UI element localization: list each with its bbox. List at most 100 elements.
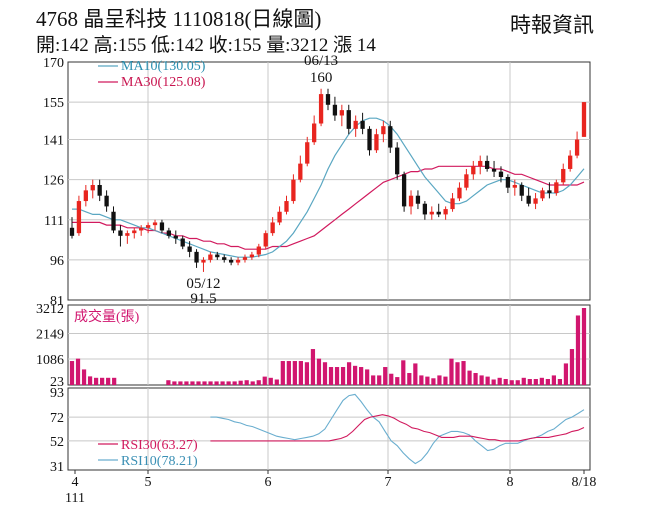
- volume-bar: [521, 377, 526, 385]
- volume-bar: [581, 308, 587, 385]
- x-year-label: 111: [65, 491, 85, 506]
- candle-body: [90, 185, 95, 191]
- volume-bar: [395, 377, 400, 385]
- rsi-tick-label: 52: [50, 435, 64, 450]
- candle-body: [111, 211, 116, 231]
- candle-body: [574, 139, 580, 156]
- volume-bar: [365, 369, 370, 385]
- candle-body: [83, 190, 88, 202]
- volume-bar: [322, 362, 328, 385]
- candle-body: [242, 257, 248, 260]
- volume-bar: [413, 363, 418, 385]
- candle-body: [484, 160, 490, 169]
- quote-summary: 開:142 高:155 低:142 收:155 量:3212 漲 14: [36, 35, 376, 56]
- panel-frame: [67, 387, 591, 471]
- candle-body: [69, 227, 75, 236]
- candle-body: [498, 171, 504, 177]
- candle-body: [159, 222, 165, 231]
- x-tick-label: 7: [385, 475, 392, 490]
- candle-body: [512, 185, 517, 188]
- candle-body: [346, 110, 351, 129]
- low-date-label: 05/12: [186, 276, 220, 292]
- volume-bar: [371, 375, 376, 385]
- candle-body: [547, 190, 552, 194]
- volume-bar: [479, 375, 484, 385]
- candle-body: [408, 195, 414, 207]
- volume-bar: [106, 377, 111, 385]
- candle-body: [374, 134, 379, 151]
- volume-bar: [437, 375, 442, 385]
- volume-bar: [334, 367, 340, 385]
- volume-bar: [202, 381, 207, 385]
- price-tick-label: 155: [43, 96, 64, 111]
- candle-body: [339, 110, 344, 116]
- volume-bar: [503, 379, 508, 385]
- candle-body: [166, 230, 172, 236]
- candle-body: [76, 201, 82, 234]
- volume-bar: [383, 367, 388, 385]
- volume-bar: [533, 379, 538, 385]
- volume-tick-label: 23: [50, 375, 64, 390]
- candle-body: [312, 123, 317, 143]
- candle-body: [173, 235, 178, 239]
- volume-bar: [425, 376, 430, 385]
- panel-frame: [67, 61, 591, 301]
- volume-bar: [359, 367, 364, 385]
- candle-body: [422, 203, 428, 215]
- volume-bar: [569, 349, 575, 385]
- candle-body: [235, 259, 241, 263]
- volume-bar: [419, 375, 424, 385]
- volume-bar: [190, 381, 195, 385]
- candle-body: [263, 233, 268, 247]
- candle-body: [180, 238, 185, 247]
- candle-body: [401, 174, 407, 207]
- volume-bar: [557, 379, 563, 385]
- price-tick-label: 126: [43, 174, 64, 189]
- x-tick-label: 6: [265, 475, 272, 490]
- volume-tick-label: 3212: [36, 302, 64, 317]
- volume-bar: [389, 373, 394, 385]
- candle-body: [132, 230, 137, 234]
- candle-body: [97, 185, 102, 196]
- x-tick-label: 8: [507, 475, 514, 490]
- x-tick-label: 8/18: [572, 475, 597, 490]
- chart-title: 4768 晶呈科技 1110818(日線圖): [36, 7, 322, 31]
- volume-bar: [346, 362, 352, 385]
- candle-body: [152, 222, 158, 226]
- x-tick-label: 4: [72, 475, 79, 490]
- volume-bar: [443, 376, 448, 385]
- candle-body: [526, 195, 531, 204]
- candle-body: [568, 155, 573, 169]
- volume-bar: [575, 315, 581, 385]
- high-date-label: 06/13: [304, 53, 338, 69]
- candle-body: [581, 102, 587, 137]
- volume-bar: [280, 361, 285, 385]
- volume-bar: [100, 377, 105, 385]
- volume-bar: [87, 376, 93, 385]
- source-label: 時報資訊: [510, 13, 594, 37]
- rsi-tick-label: 93: [50, 386, 64, 401]
- volume-bar: [340, 367, 346, 385]
- candle-body: [215, 254, 220, 258]
- rsi10-legend: RSI10(78.21): [121, 454, 198, 469]
- candle-body: [533, 198, 538, 204]
- candle-body: [554, 182, 559, 194]
- volume-bar: [310, 349, 316, 385]
- candle-body: [491, 168, 497, 172]
- price-tick-label: 170: [43, 56, 64, 71]
- volume-bar: [497, 377, 502, 385]
- candle-body: [367, 128, 372, 151]
- volume-bar: [304, 362, 310, 385]
- candle-body: [436, 211, 441, 215]
- candle-body: [415, 195, 421, 204]
- candle-body: [519, 185, 524, 196]
- volume-bar: [112, 377, 117, 385]
- candle-body: [360, 120, 365, 129]
- volume-bar: [208, 381, 213, 385]
- volume-bar: [449, 358, 454, 385]
- candle-body: [325, 94, 331, 105]
- candle-body: [104, 195, 109, 207]
- volume-bar: [407, 373, 412, 385]
- price-tick-label: 141: [43, 134, 64, 149]
